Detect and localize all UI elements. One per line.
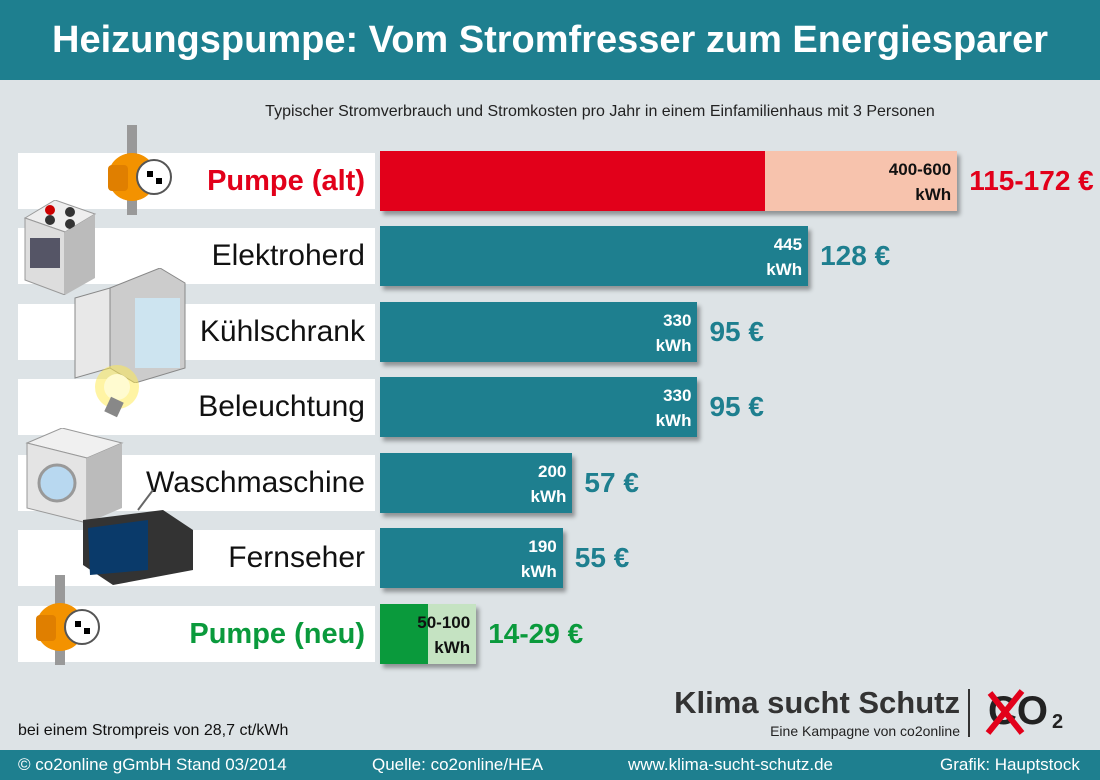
kwh-label-line: 445 — [773, 235, 803, 254]
chart-row: Kühlschrank 330 kWh 95 € — [0, 302, 1100, 362]
heating-pump-icon — [100, 125, 180, 220]
category-label: Pumpe (alt) — [18, 153, 375, 209]
kwh-label-line: 200 — [538, 462, 567, 481]
bar: 400-600 kWh — [380, 151, 958, 211]
chart-row: Pumpe (neu) 50-100 kWh 14-29 € — [0, 604, 1100, 664]
bar: 50-100 kWh — [380, 604, 477, 664]
kwh-label: 330 kWh — [656, 308, 692, 358]
kwh-label: 190 kWh — [521, 534, 557, 584]
cost-label: 128 € — [820, 240, 891, 271]
light-bulb-icon — [85, 365, 145, 430]
footer-copyright: © co2online gGmbH Stand 03/2014 — [18, 755, 287, 774]
cost-label: 14-29 € — [488, 618, 584, 649]
kwh-label-line: 330 — [663, 386, 692, 405]
chart-row: Elektroherd 445 kWh 128 € — [0, 226, 1100, 286]
kwh-label: 330 kWh — [656, 383, 692, 433]
chart-row: Beleuchtung 330 kWh 95 € — [0, 377, 1100, 437]
chart-row: Fernseher 190 kWh 55 € — [0, 528, 1100, 588]
bar: 330 kWh — [380, 377, 698, 437]
category-label: Beleuchtung — [18, 379, 375, 435]
bar-min-segment — [380, 604, 429, 664]
category-label: Fernseher — [18, 530, 375, 586]
co2-crossed-icon: CO 2 — [985, 689, 1064, 735]
electric-stove-icon — [15, 199, 105, 300]
kwh-label-line: kWh — [915, 185, 952, 204]
kwh-label: 400-600 kWh — [889, 157, 951, 207]
kwh-label-line: 190 — [528, 537, 557, 556]
kwh-label: 200 kWh — [531, 459, 567, 509]
chart-row: Pumpe (alt) 400-600 kWh 115-172 € — [0, 151, 1100, 211]
footer: © co2online gGmbH Stand 03/2014 Quelle: … — [0, 750, 1100, 780]
fridge-icon — [70, 267, 190, 388]
logo-main-text: Klima sucht Schutz — [674, 685, 960, 720]
washing-machine-icon — [22, 427, 132, 528]
kwh-label-line: 50-100 — [417, 613, 471, 632]
cost-label: 55 € — [574, 542, 630, 573]
kwh-label-line: kWh — [655, 336, 692, 355]
chart-subtitle: Typischer Stromverbrauch und Stromkosten… — [265, 103, 935, 120]
kwh-label-line: kWh — [766, 260, 803, 279]
heating-pump-icon — [28, 575, 108, 670]
page-title: Heizungspumpe: Vom Stromfresser zum Ener… — [0, 0, 1100, 80]
cost-label: 95 € — [709, 391, 764, 422]
price-note: bei einem Strompreis von 28,7 ct/kWh — [18, 722, 289, 739]
footer-source: Quelle: co2online/HEA — [372, 755, 544, 774]
bar-min-segment — [380, 151, 765, 211]
kwh-label-line: 330 — [663, 311, 692, 330]
cost-label: 115-172 € — [969, 165, 1094, 196]
kwh-label-line: kWh — [530, 487, 567, 506]
cost-label: 95 € — [709, 316, 764, 347]
bar: 445 kWh — [380, 226, 809, 286]
footer-credit: Grafik: Hauptstock — [940, 755, 1080, 774]
bar: 200 kWh — [380, 453, 573, 513]
kwh-label-line: 400-600 — [888, 160, 952, 179]
kwh-label-line: kWh — [434, 638, 471, 657]
footer-url[interactable]: www.klima-sucht-schutz.de — [628, 755, 834, 774]
bar: 330 kWh — [380, 302, 698, 362]
kwh-label-line: kWh — [520, 562, 557, 581]
television-icon — [78, 489, 198, 590]
kwh-label: 445 kWh — [766, 232, 802, 282]
bar: 190 kWh — [380, 528, 563, 588]
kwh-label-line: kWh — [655, 411, 692, 430]
logo-sub-text: Eine Kampagne von co2online — [770, 723, 960, 739]
kwh-label: 50-100 kWh — [417, 610, 470, 660]
cost-label: 57 € — [584, 467, 639, 498]
